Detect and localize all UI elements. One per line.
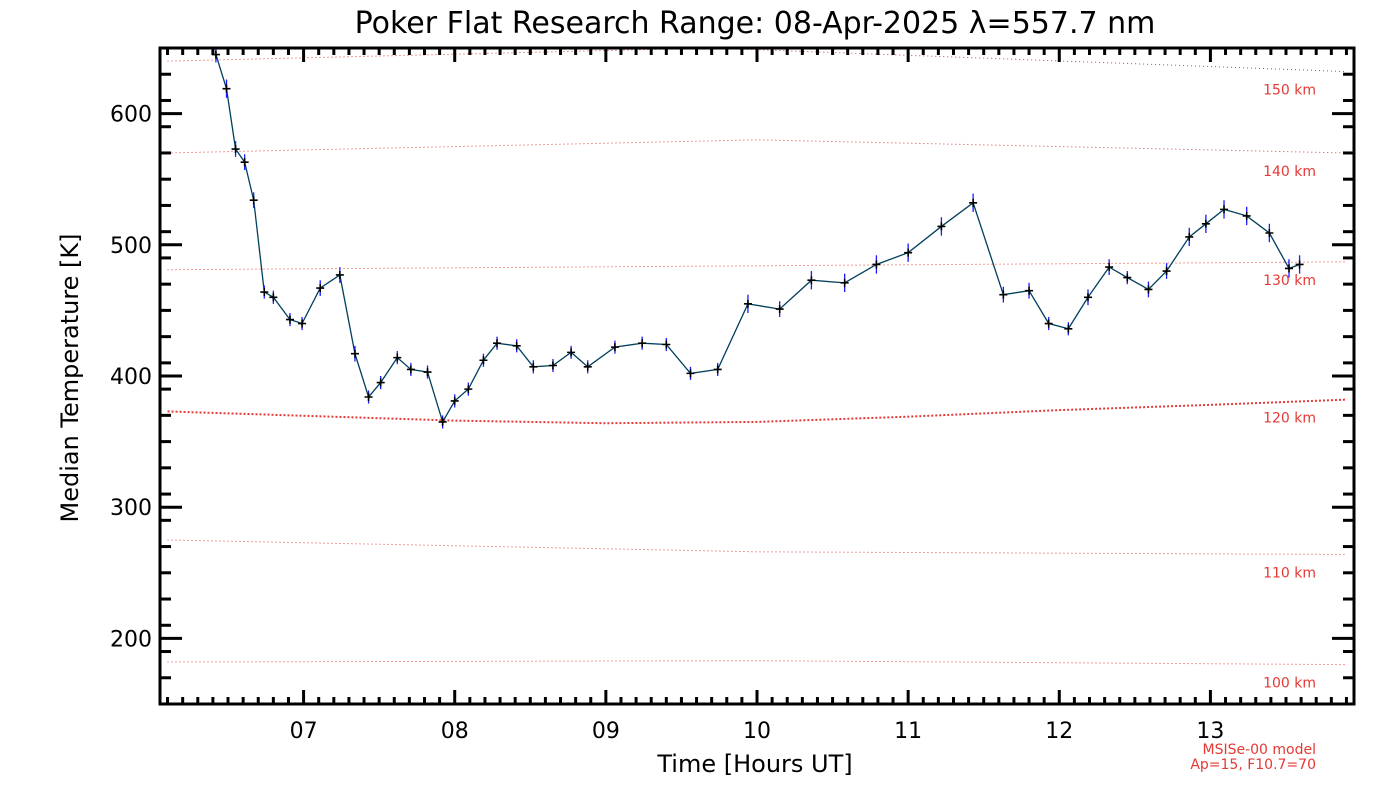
data-point — [364, 392, 373, 401]
data-point — [969, 198, 978, 207]
data-point — [376, 378, 385, 387]
data-point — [548, 361, 557, 370]
model-curve-140-km — [167, 139, 1347, 154]
x-axis-label: Time [Hours UT] — [656, 750, 852, 778]
data-point — [567, 348, 576, 357]
data-point — [807, 276, 816, 285]
data-point — [438, 417, 447, 426]
model-curve-label-120-km: 120 km — [1263, 411, 1316, 427]
data-point — [1162, 267, 1171, 276]
data-point — [904, 248, 913, 257]
data-point — [1295, 260, 1304, 269]
data-point — [1265, 228, 1274, 237]
data-point — [350, 349, 359, 358]
model-curve-label-150-km: 150 km — [1263, 83, 1316, 99]
data-point — [1220, 205, 1229, 214]
data-point — [937, 222, 946, 231]
x-tick-label: 12 — [1045, 719, 1073, 744]
model-curve-label-100-km: 100 km — [1263, 676, 1316, 692]
data-point — [493, 339, 502, 348]
x-tick-label: 11 — [894, 719, 922, 744]
data-point — [1083, 293, 1092, 302]
model-curve-100-km — [167, 660, 1347, 666]
data-point — [249, 196, 258, 205]
chart-title: Poker Flat Research Range: 08-Apr-2025 λ… — [355, 6, 1156, 41]
data-point — [1185, 232, 1194, 241]
model-curve-130-km — [167, 261, 1347, 271]
model-curves: 150 km 140 km 130 km 120 km 110 km 100 km — [167, 47, 1347, 692]
data-point — [464, 385, 473, 394]
data-point — [686, 369, 695, 378]
data-point — [872, 260, 881, 269]
data-point — [285, 315, 294, 324]
data-point — [1064, 324, 1073, 333]
model-note-line-2: Ap=15, F10.7=70 — [1190, 757, 1316, 773]
data-point — [999, 290, 1008, 299]
x-tick-label: 13 — [1196, 719, 1224, 744]
y-tick-label: 600 — [110, 103, 152, 128]
model-note-line-1: MSISe-00 model — [1202, 742, 1316, 758]
data-point — [1123, 273, 1132, 282]
data-point — [1201, 219, 1210, 228]
plot-frame — [158, 46, 1356, 706]
data-point — [393, 353, 402, 362]
data-point — [240, 158, 249, 167]
data-point — [1144, 285, 1153, 294]
data-point — [1242, 211, 1251, 220]
model-curve-label-110-km: 110 km — [1263, 565, 1316, 581]
temperature-line — [215, 54, 1300, 424]
data-point — [1044, 319, 1053, 328]
data-point — [840, 278, 849, 287]
data-point — [775, 305, 784, 314]
data-point — [1105, 263, 1114, 272]
data-point — [662, 340, 671, 349]
y-tick-label: 400 — [110, 365, 152, 390]
data-point — [529, 362, 538, 371]
y-tick-label: 300 — [110, 496, 152, 521]
data-point — [335, 270, 344, 279]
data-point — [231, 145, 240, 154]
data-point — [583, 362, 592, 371]
data-point — [713, 365, 722, 374]
x-tick-label: 08 — [441, 719, 469, 744]
data-point — [423, 368, 432, 377]
data-point — [222, 84, 231, 93]
model-curve-110-km — [167, 539, 1347, 555]
data-point — [316, 284, 325, 293]
data-point — [406, 365, 415, 374]
model-curve-120-km — [167, 398, 1347, 425]
data-point — [1025, 286, 1034, 295]
model-curve-label-130-km: 130 km — [1263, 273, 1316, 289]
x-tick-label: 10 — [743, 719, 771, 744]
data-point — [638, 339, 647, 348]
data-point — [450, 396, 459, 405]
y-tick-label: 200 — [110, 627, 152, 652]
model-curve-label-140-km: 140 km — [1263, 164, 1316, 180]
data-point — [1285, 264, 1294, 273]
data-point — [610, 343, 619, 352]
data-point — [479, 356, 488, 365]
temperature-series — [211, 46, 1304, 429]
data-point — [512, 341, 521, 350]
data-point — [743, 299, 752, 308]
x-tick-label: 09 — [592, 719, 620, 744]
axis-ticks: 07 08 09 10 11 12 13 200 300 400 500 600 — [110, 46, 1354, 744]
data-point — [260, 288, 269, 297]
data-point — [269, 293, 278, 302]
x-tick-label: 07 — [290, 719, 318, 744]
data-point — [298, 319, 307, 328]
y-axis-label: Median Temperature [K] — [56, 233, 84, 522]
y-tick-label: 500 — [110, 234, 152, 259]
